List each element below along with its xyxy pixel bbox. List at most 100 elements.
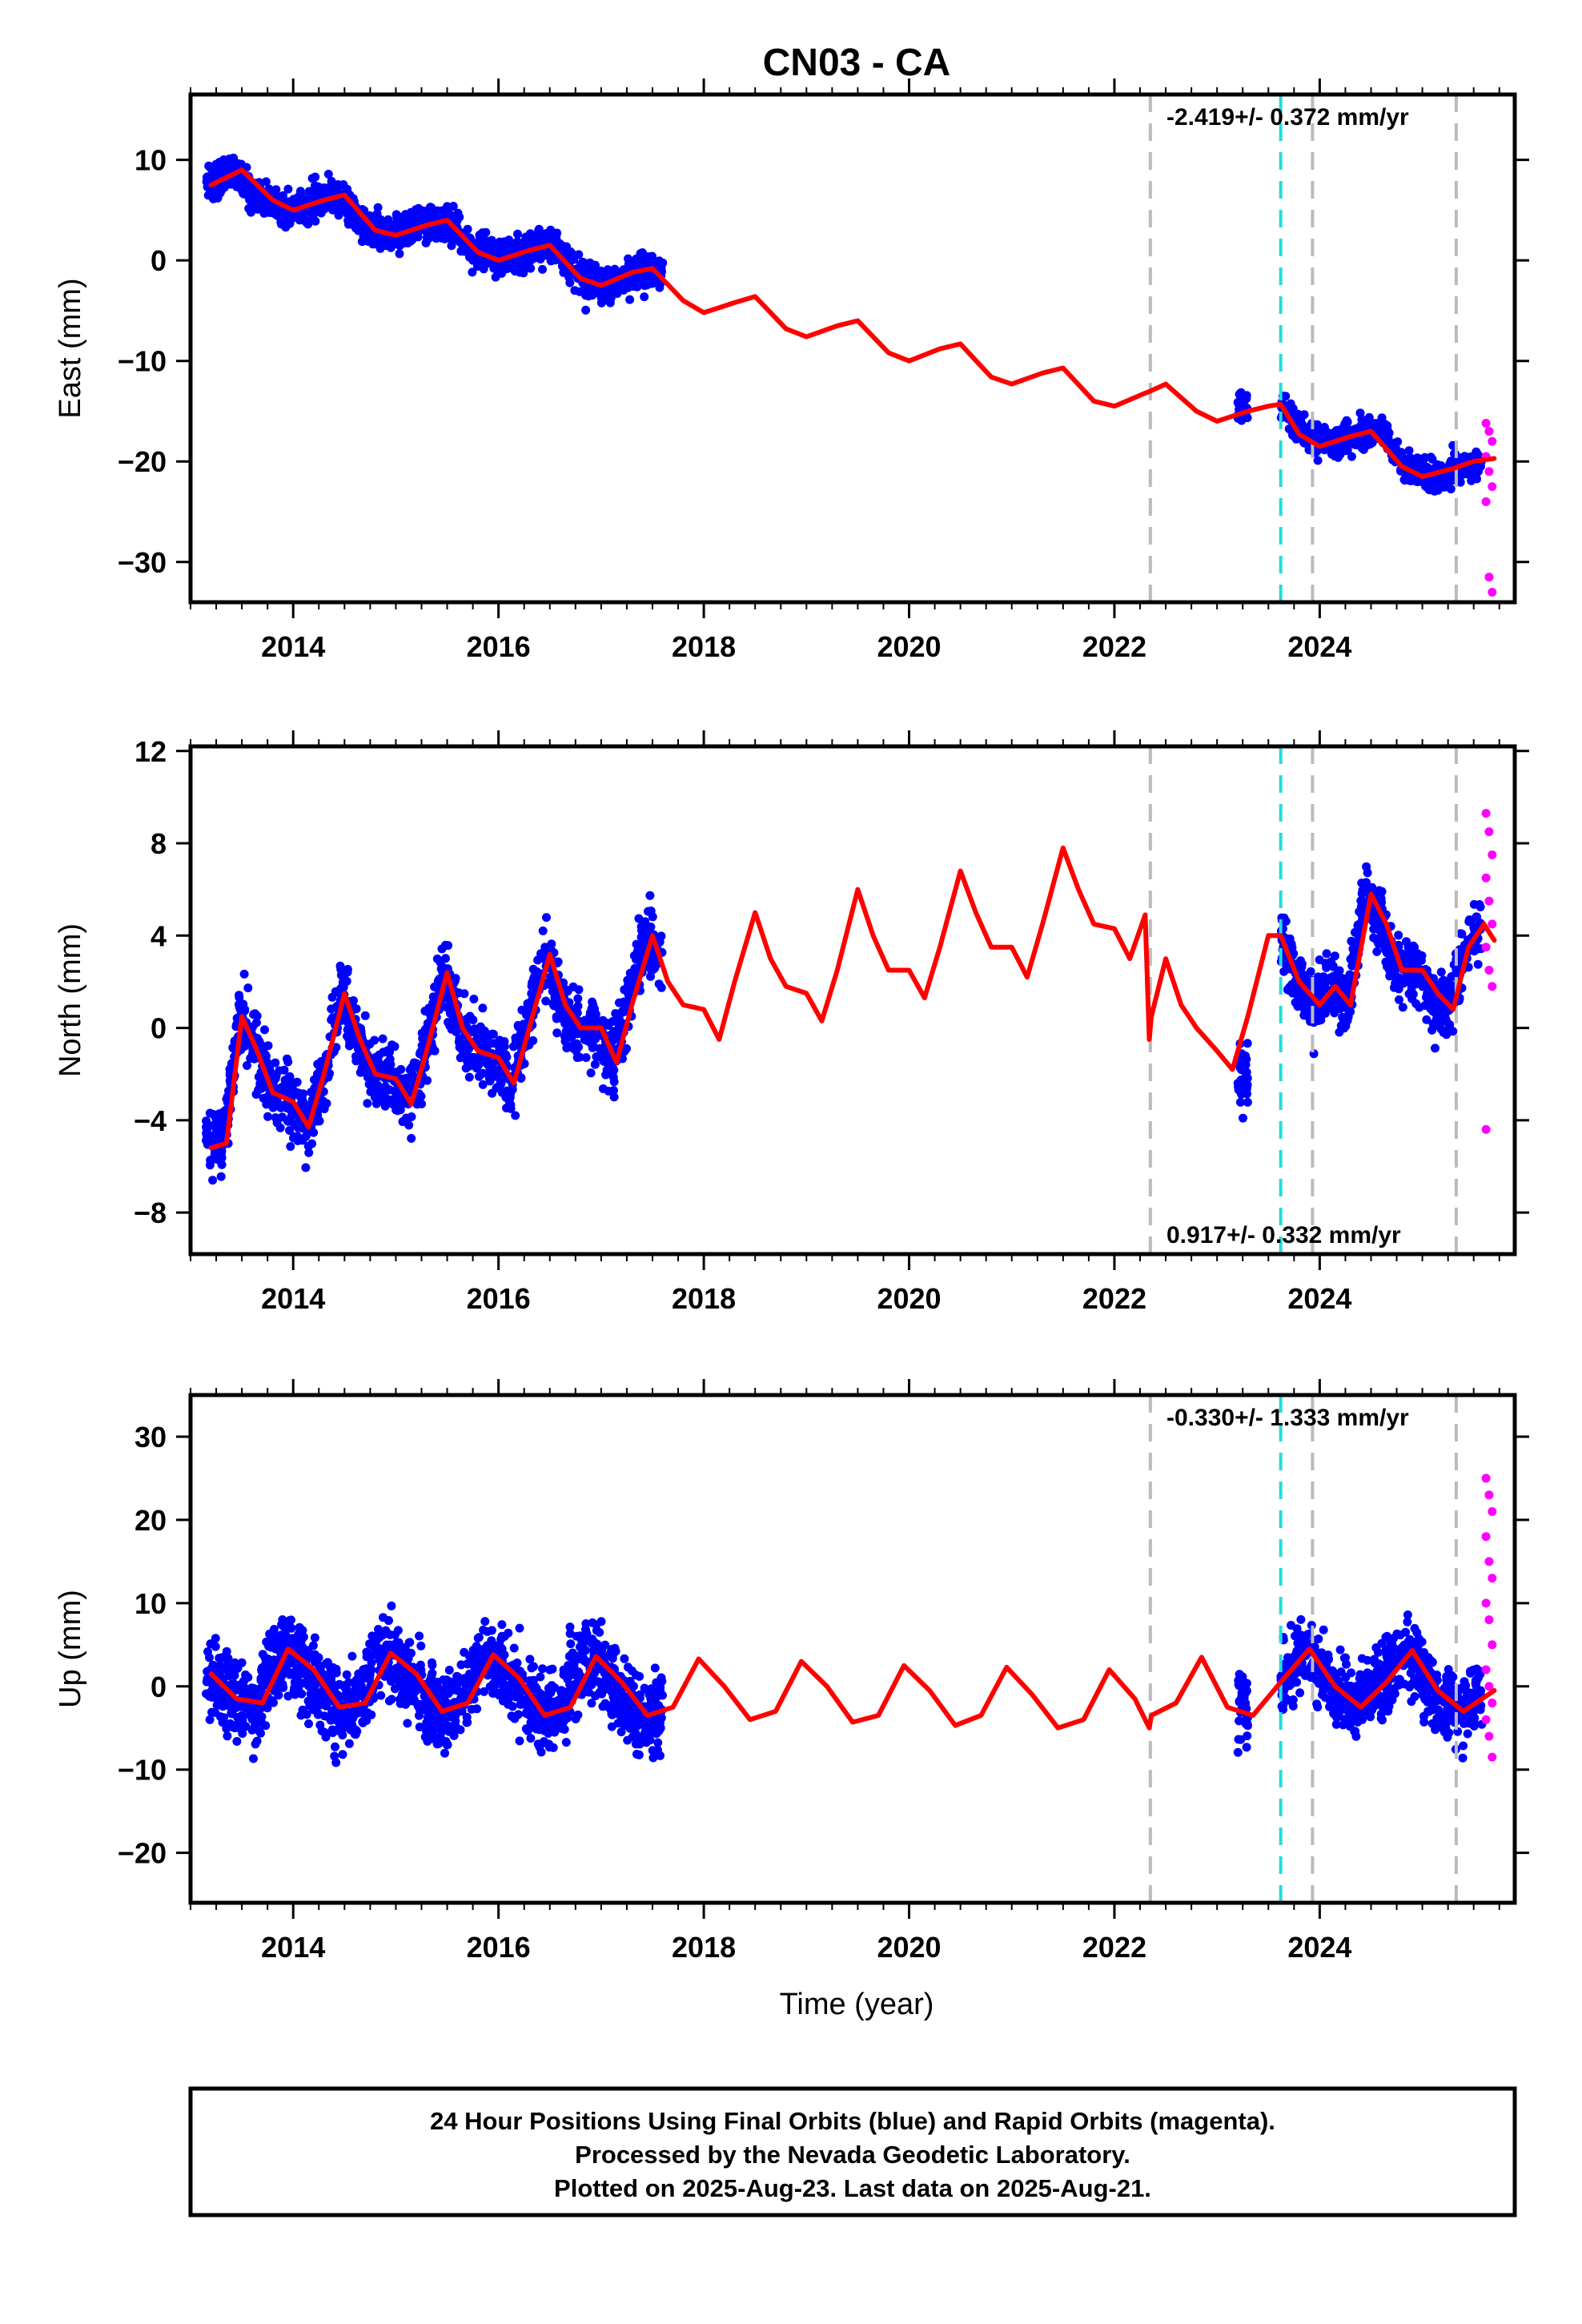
final-orbit-point [541,235,551,244]
final-orbit-point [235,993,244,1003]
final-orbit-point [1445,472,1455,482]
final-orbit-point [1424,485,1434,494]
final-orbit-point [478,1003,488,1013]
final-orbit-point [248,1022,258,1031]
final-orbit-point [323,170,333,179]
final-orbit-point [1363,440,1373,449]
final-orbit-point [288,1085,298,1095]
rate-annotation: -2.419+/- 0.372 mm/yr [1166,104,1409,131]
final-orbit-point [644,907,652,916]
final-orbit-point [339,180,348,189]
final-orbit-point [1398,949,1407,959]
final-orbit-point [295,187,305,196]
final-orbit-point [1352,424,1362,433]
final-orbit-point [331,987,340,996]
final-orbit-point [629,282,639,292]
y-tick-label: 4 [151,919,167,952]
final-orbit-point [1243,1080,1252,1090]
final-orbit-point [208,1176,218,1185]
y-tick-label: 0 [151,244,167,277]
final-orbit-point [207,171,216,180]
y-axis-label: North (mm) [54,923,87,1077]
rapid-orbit-point [1488,919,1497,929]
final-orbit-point [1313,456,1323,465]
final-orbit-points [1233,388,1252,425]
final-orbit-point [1243,1097,1252,1107]
final-orbit-point [1383,421,1392,431]
final-orbit-point [282,1078,291,1088]
final-orbit-point [1348,944,1358,954]
final-orbit-point [297,1093,307,1103]
final-orbit-point [585,1028,595,1038]
y-tick-label: 30 [135,1421,167,1454]
final-orbit-point [278,1112,287,1122]
final-orbit-point [612,1014,622,1023]
final-orbit-point [604,1087,613,1096]
final-orbit-point [313,203,323,213]
final-orbit-point [360,1011,370,1020]
final-orbit-point [243,983,253,993]
final-orbit-point [506,1104,516,1113]
final-orbit-point [1313,427,1323,436]
final-orbit-point [1322,949,1331,959]
final-orbit-point [603,1051,612,1061]
final-orbit-point [400,1074,409,1084]
final-orbit-point [487,235,496,245]
final-orbit-point [528,1035,538,1045]
final-orbit-point [1428,1019,1438,1029]
final-orbit-point [1242,1068,1251,1077]
x-tick-label: 2024 [1287,630,1351,663]
final-orbit-point [451,233,460,243]
y-tick-label: −10 [118,345,167,378]
final-orbit-point [412,205,420,215]
final-orbit-point [319,183,329,192]
final-orbit-point [301,1132,311,1141]
final-orbit-point [1347,936,1356,946]
final-orbit-point [436,233,446,243]
final-orbit-point [656,263,666,272]
final-orbit-point [303,1141,313,1151]
rapid-orbit-point [1484,467,1494,476]
final-orbit-point [581,305,591,315]
final-orbit-point [380,1101,390,1111]
final-orbit-point [1353,930,1363,939]
final-orbit-point [488,1088,497,1098]
y-tick-label: −4 [134,1104,167,1137]
final-orbit-point [283,184,293,194]
final-orbit-point [497,245,507,255]
y-axis-label: East (mm) [54,278,87,418]
final-orbit-point [263,1112,272,1121]
final-orbit-point [612,289,622,298]
x-tick-label: 2024 [1287,1282,1351,1315]
final-orbit-point [468,1052,477,1062]
x-tick-label: 2024 [1287,1931,1351,1964]
final-orbit-point [581,1053,591,1063]
final-orbit-point [271,1058,280,1068]
final-orbit-point [454,988,464,998]
final-orbit-point [1385,959,1395,969]
final-orbit-point [346,1035,355,1044]
final-orbit-point [1362,862,1371,871]
final-orbit-point [542,913,551,923]
x-tick-label: 2014 [261,1931,325,1964]
final-orbit-point [505,1092,515,1102]
final-orbit-point [510,267,520,276]
x-tick-label: 2022 [1082,1282,1146,1315]
final-orbit-points [1276,862,1486,1059]
final-orbit-point [1335,966,1344,975]
final-orbit-point [1376,425,1386,435]
y-tick-label: −20 [118,445,167,478]
final-orbit-point [310,1075,319,1084]
final-orbit-point [547,939,556,949]
final-orbit-point [646,971,655,981]
final-orbit-point [271,1113,280,1123]
final-orbit-point [407,1134,416,1143]
final-orbit-point [511,1111,520,1120]
final-orbit-point [634,914,644,923]
final-orbit-point [1369,933,1379,943]
final-orbit-point [565,278,575,287]
final-orbit-point [1300,1006,1310,1015]
final-orbit-point [536,255,545,263]
final-orbit-point [1299,410,1309,420]
final-orbit-point [489,1039,499,1048]
